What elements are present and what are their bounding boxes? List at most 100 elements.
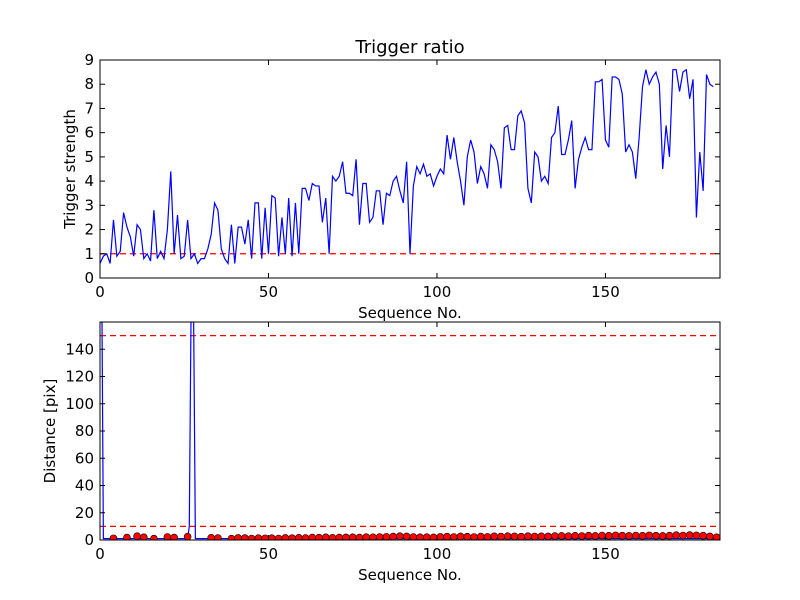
data-point	[109, 534, 118, 540]
y-tick-label: 40	[75, 477, 94, 495]
data-point	[631, 531, 640, 540]
x-tick-label: 150	[591, 545, 620, 563]
y-tick-label: 20	[75, 504, 94, 522]
y-tick-label: 0	[84, 269, 94, 287]
data-point	[611, 531, 620, 540]
data-point	[274, 534, 283, 540]
data-point	[578, 532, 586, 540]
data-point	[227, 534, 236, 540]
data-point	[658, 532, 667, 540]
data-point	[551, 532, 559, 540]
data-point	[450, 533, 458, 540]
data-point	[389, 532, 397, 540]
y-tick-label: 140	[65, 340, 94, 358]
data-point	[699, 531, 707, 540]
data-point	[476, 532, 485, 540]
data-point	[402, 532, 411, 540]
x-tick-label: 100	[423, 545, 452, 563]
data-point	[241, 534, 249, 540]
y-axis-label: Distance [pix]	[41, 379, 59, 484]
x-tick-label: 0	[95, 283, 105, 301]
data-point	[706, 532, 714, 540]
y-tick-label: 3	[84, 196, 94, 214]
data-point	[301, 534, 310, 540]
data-point	[483, 533, 492, 540]
y-tick-label: 9	[84, 51, 94, 69]
x-tick-label: 100	[423, 283, 452, 301]
distance-plot: 0 50 100 150 0 20 40 60 80 100 120 140 Sequence No.…	[41, 321, 721, 584]
plot-frame	[99, 59, 721, 279]
data-point	[288, 534, 296, 540]
data-point	[490, 532, 499, 540]
data-point	[605, 531, 613, 540]
data-point	[170, 533, 178, 540]
data-point	[517, 532, 525, 540]
y-tick-label: 1	[84, 245, 94, 263]
data-point	[470, 533, 478, 540]
data-point	[652, 531, 660, 540]
data-point	[645, 531, 654, 540]
x-tick-label: 50	[259, 545, 278, 563]
data-point	[591, 532, 600, 540]
data-point	[530, 532, 539, 540]
data-point	[679, 531, 687, 540]
data-point	[214, 534, 222, 540]
data-point	[564, 532, 573, 540]
data-point	[510, 532, 519, 540]
data-point	[712, 533, 720, 540]
data-point	[436, 533, 445, 540]
data-point	[396, 532, 404, 540]
y-tick-label: 8	[84, 75, 94, 93]
y-tick-label: 6	[84, 124, 94, 142]
data-point	[571, 531, 579, 540]
data-point	[443, 532, 451, 540]
series-line	[100, 322, 720, 540]
data-point	[123, 533, 131, 540]
data-point	[268, 534, 276, 540]
data-point	[544, 532, 552, 540]
plot-clip-group	[100, 322, 720, 540]
x-axis-label: Sequence No.	[358, 304, 462, 322]
data-point	[685, 531, 694, 539]
x-tick-label: 150	[591, 283, 620, 301]
data-point	[692, 531, 701, 540]
data-point	[133, 532, 141, 540]
data-point	[140, 533, 148, 540]
data-point	[638, 531, 647, 540]
data-point	[382, 533, 391, 540]
plot-title: Trigger ratio	[354, 37, 464, 58]
y-tick-label: 0	[84, 531, 94, 549]
y-tick-label: 5	[84, 148, 94, 166]
plot-frame	[99, 321, 721, 541]
plot-clip-group	[100, 68, 720, 266]
x-tick-label: 0	[95, 545, 105, 563]
series-line	[100, 68, 714, 266]
y-tick-label: 7	[84, 99, 94, 117]
y-axis-label: Trigger strength	[61, 109, 79, 230]
y-tick-label: 60	[75, 449, 94, 467]
data-point	[254, 534, 263, 540]
data-point	[247, 534, 256, 540]
data-point	[618, 531, 627, 540]
data-point	[456, 532, 465, 540]
data-point	[409, 533, 418, 540]
plot-area	[100, 68, 720, 266]
data-point	[584, 531, 593, 540]
data-point	[375, 533, 384, 540]
data-point	[463, 532, 472, 540]
data-point	[537, 532, 546, 540]
data-point	[503, 532, 512, 540]
data-point	[598, 531, 606, 540]
plot-area	[100, 322, 720, 540]
data-point	[150, 534, 158, 540]
y-tick-label: 100	[65, 395, 94, 413]
y-tick-label: 120	[65, 368, 94, 386]
tick-labels: 0 50 100 150 0 20 40 60 80 100 120 140	[65, 322, 720, 563]
data-point	[163, 533, 172, 540]
data-point	[524, 532, 532, 540]
x-axis-label: Sequence No.	[358, 566, 462, 584]
data-point	[625, 532, 633, 540]
data-point	[261, 534, 269, 540]
y-tick-label: 4	[84, 172, 94, 190]
